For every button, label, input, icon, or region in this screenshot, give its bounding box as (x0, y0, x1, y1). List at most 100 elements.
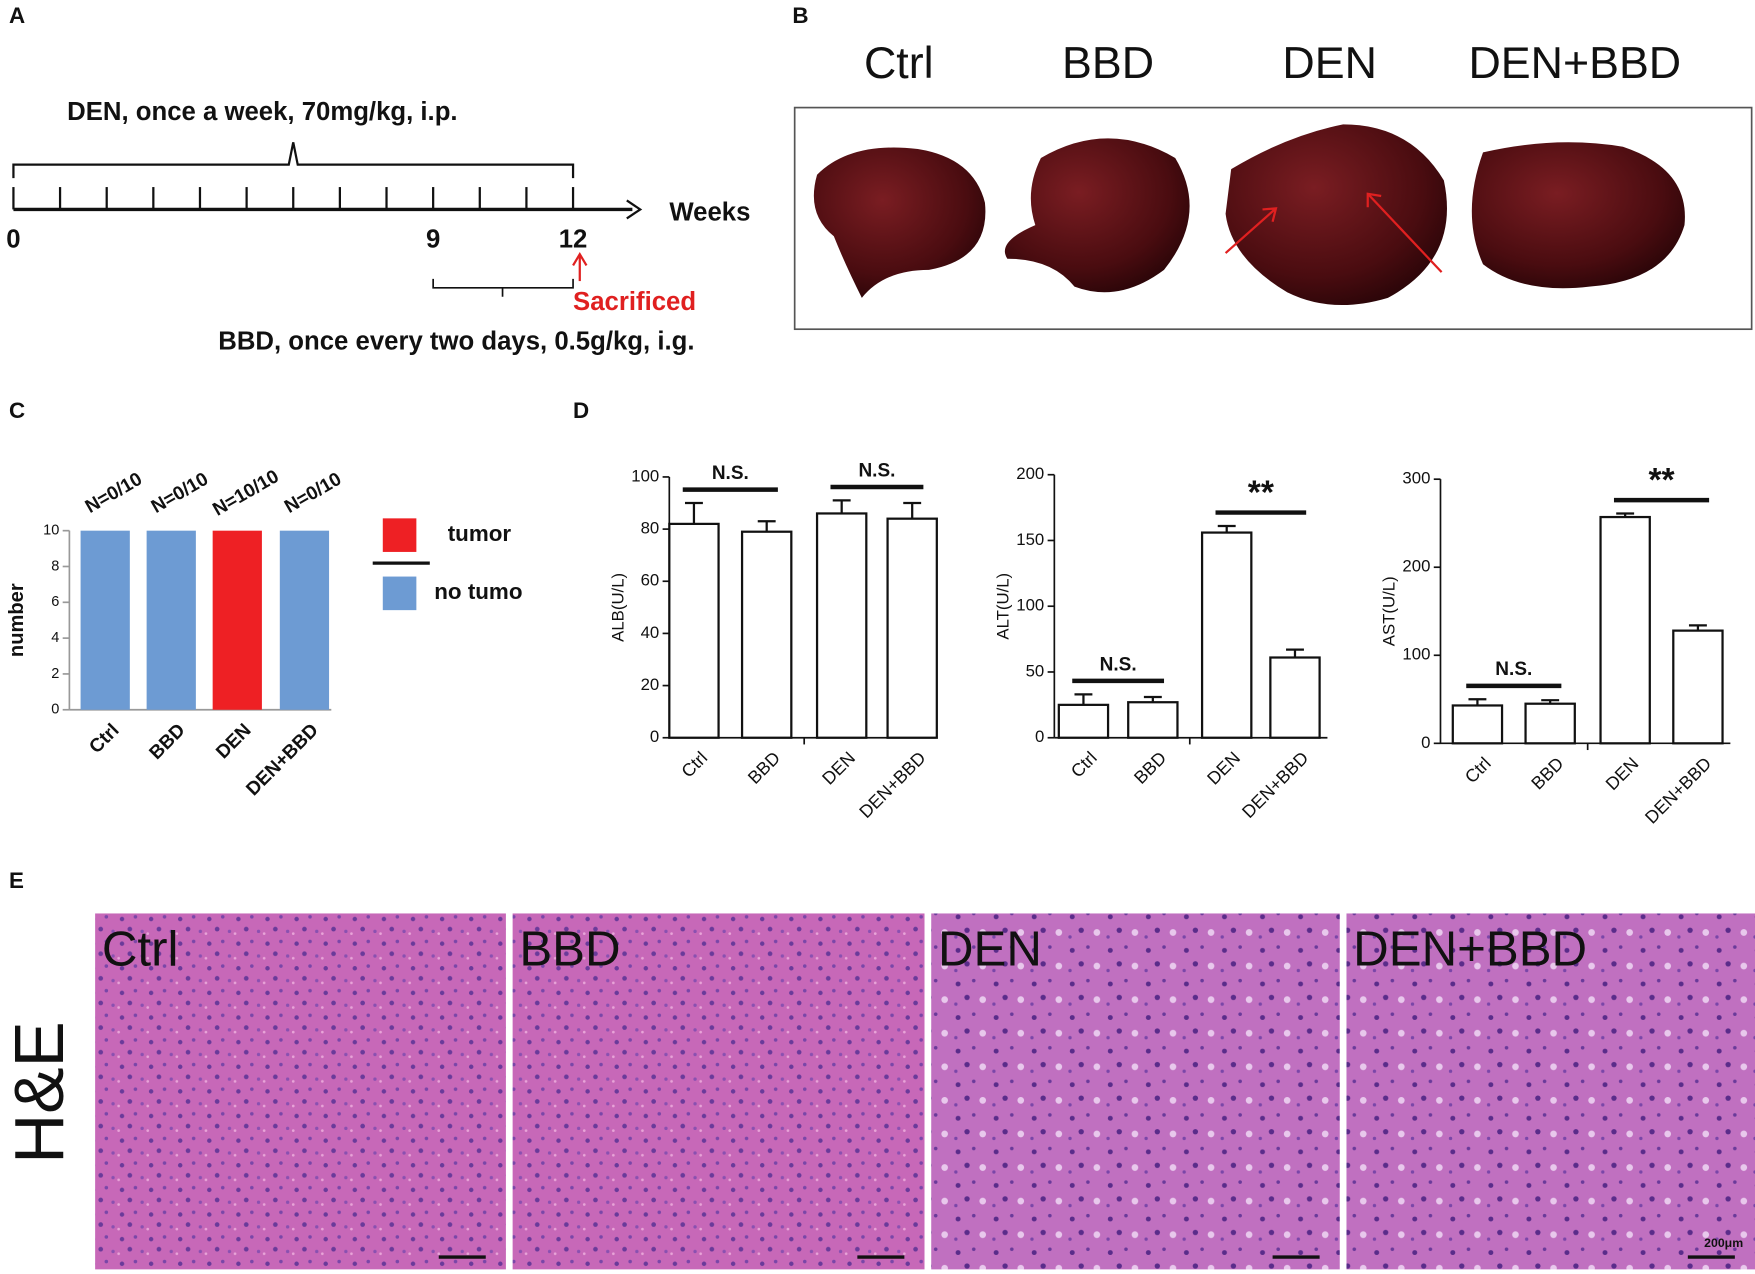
den-dose: DEN, once a week, 70mg/kg, i.p. (67, 98, 457, 126)
y-tick-label: 300 (1402, 469, 1430, 488)
y-tick-label: 10 (43, 523, 59, 539)
bar-segment (146, 530, 196, 710)
x-tick-label: Ctrl (1461, 753, 1495, 787)
error-bar (832, 499, 851, 514)
x-tick-label: DEN+BBD (1641, 753, 1715, 827)
histology-label: BBD (519, 922, 620, 977)
legend-swatch (382, 576, 417, 611)
bbd-bracket (432, 278, 574, 297)
y-axis-label: number (6, 583, 28, 657)
y-tick-label: 6 (51, 594, 59, 610)
x-tick-label: BBD (1130, 748, 1170, 788)
stain-label: H&E (0, 1021, 78, 1164)
liver-photos (813, 124, 1685, 306)
liver (1471, 142, 1685, 289)
bar (1127, 701, 1179, 739)
liver (1225, 124, 1447, 306)
y-axis-label: ALB(U/L) (608, 573, 627, 642)
y-tick-label: 2 (51, 666, 59, 682)
error-bar (1541, 699, 1560, 704)
panel-label: A (9, 3, 25, 28)
x-tick-label: Ctrl (1067, 748, 1101, 782)
x-tick-label: BBD (146, 720, 190, 764)
significance-label: N.S. (712, 463, 749, 484)
y-tick-label: 80 (641, 519, 660, 538)
histology-image (1346, 913, 1755, 1270)
arrow (1224, 207, 1278, 254)
panel-label: C (9, 398, 25, 423)
error-bar (1143, 695, 1162, 703)
x-tick-label: Ctrl (677, 748, 711, 782)
y-axis-label: ALT(U/L) (993, 573, 1012, 640)
bar-label: N=0/10 (148, 469, 212, 518)
significance-label: N.S. (1495, 659, 1532, 680)
y-tick-label: 150 (1016, 530, 1044, 549)
arrows (1224, 192, 1443, 273)
histology-image (931, 913, 1340, 1270)
x-tick-label: BBD (744, 748, 784, 788)
bar-label: N=0/10 (82, 469, 146, 518)
x-tick-label: Ctrl (85, 720, 123, 758)
histology-image (512, 913, 925, 1270)
y-tick-label: 0 (1035, 727, 1044, 746)
group-label: Ctrl (864, 38, 934, 88)
y-tick-label: 100 (1016, 596, 1044, 615)
y-axis-label: AST(U/L) (1380, 576, 1399, 646)
histology-label: DEN (938, 922, 1042, 977)
timeline-arrowhead (626, 199, 643, 220)
histology-label: DEN+BBD (1353, 922, 1587, 977)
axis-label: Weeks (669, 199, 750, 227)
y-tick-label: 100 (631, 466, 659, 485)
y-tick-label: 50 (1026, 661, 1045, 680)
y-tick-label: 100 (1402, 645, 1430, 664)
bar (1269, 656, 1321, 739)
bar (1057, 703, 1110, 739)
bar (886, 517, 938, 739)
significance-label: ** (1248, 475, 1275, 512)
significance-label: N.S. (858, 460, 895, 481)
arrow (1366, 192, 1443, 273)
sacrificed-label: Sacrificed (573, 288, 696, 316)
histology-panels: Ctrl BBD DEN DEN+BBD 200μm (95, 913, 1755, 1270)
brace (12, 142, 575, 179)
panel-label: E (9, 868, 24, 893)
bar (1200, 531, 1253, 739)
liver (813, 147, 986, 298)
bar-label: N=0/10 (281, 469, 345, 518)
liver (1004, 138, 1190, 293)
y-tick-label: 60 (641, 571, 660, 590)
bar (740, 530, 793, 739)
error-bar (1688, 624, 1707, 631)
error-bar (903, 501, 922, 519)
bar-label: N=10/10 (209, 466, 282, 520)
bar (1524, 702, 1576, 745)
bar (815, 512, 868, 739)
y-tick-label: 0 (650, 727, 659, 746)
x-tick-label: DEN (818, 748, 859, 789)
x-tick-label: DEN (1203, 748, 1244, 789)
y-tick-label: 0 (1421, 733, 1430, 752)
y-tick-label: 0 (51, 702, 59, 718)
group-label: DEN (1282, 38, 1377, 88)
bar (1599, 515, 1651, 745)
legend-label: tumor (448, 521, 512, 546)
timeline-panel (12, 142, 643, 297)
panel-label: D (573, 398, 589, 423)
y-tick-label: 4 (51, 630, 59, 646)
histology-image (95, 913, 506, 1270)
x-tick-label: DEN (1602, 753, 1643, 794)
y-tick-label: 200 (1016, 464, 1044, 483)
bar-segment (80, 530, 130, 710)
bar-segment (212, 530, 262, 710)
scale-label: 200μm (1704, 1236, 1743, 1250)
week-label: 12 (559, 226, 588, 254)
significance-label: N.S. (1100, 654, 1137, 675)
error-bar (1217, 524, 1236, 533)
error-bar (1074, 693, 1093, 705)
x-tick-label: DEN+BBD (855, 748, 929, 822)
legend-label: no tumo (434, 579, 522, 604)
error-bar (757, 520, 776, 532)
error-bar (1616, 512, 1635, 518)
significance-label: ** (1648, 462, 1675, 499)
